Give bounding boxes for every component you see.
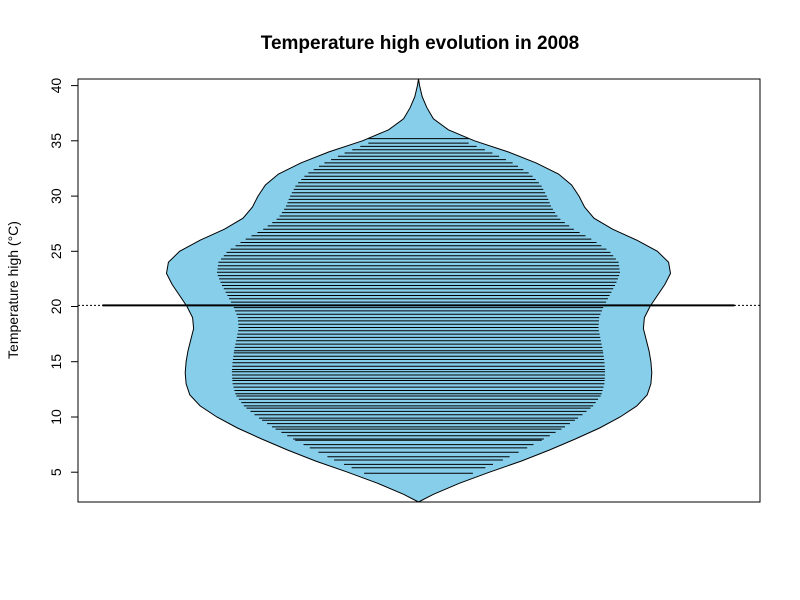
chart-title: Temperature high evolution in 2008 [261,33,580,54]
y-tick-label-25: 25 [48,243,64,259]
y-tick-label-15: 15 [48,354,64,370]
plot-frame [77,78,761,503]
y-tick-label-30: 30 [48,188,64,204]
y-tick-label-35: 35 [48,133,64,149]
y-axis-label: Temperature high (°C) [5,221,21,359]
y-axis: 5 10 15 20 25 30 35 40 [48,78,78,476]
plot-area [78,78,760,503]
y-tick-label-40: 40 [48,78,64,94]
observation-lines [217,138,620,474]
y-tick-label-10: 10 [48,409,64,425]
y-tick-label-5: 5 [48,468,64,476]
y-tick-label-20: 20 [48,299,64,315]
